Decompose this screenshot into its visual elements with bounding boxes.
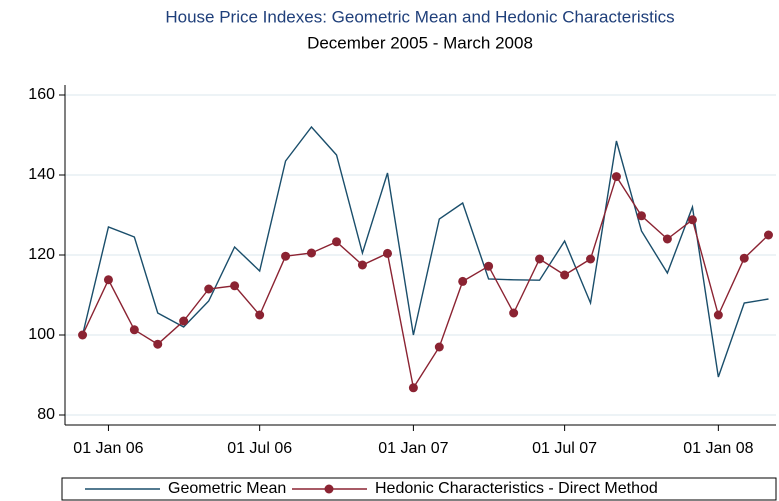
y-tick-label: 100 bbox=[28, 326, 55, 343]
series-marker bbox=[153, 339, 163, 349]
series-marker bbox=[281, 251, 291, 261]
x-tick-label: 01 Jan 08 bbox=[683, 440, 753, 457]
series-marker bbox=[382, 248, 392, 258]
series-marker bbox=[763, 230, 773, 240]
legend-label: Geometric Mean bbox=[168, 480, 286, 497]
x-tick-label: 01 Jan 07 bbox=[378, 440, 448, 457]
series-marker bbox=[332, 237, 342, 247]
legend-label: Hedonic Characteristics - Direct Method bbox=[375, 480, 658, 497]
y-tick-label: 140 bbox=[28, 166, 55, 183]
x-tick-label: 01 Jan 06 bbox=[73, 440, 143, 457]
series-marker bbox=[662, 234, 672, 244]
series-marker bbox=[509, 308, 519, 318]
series-marker bbox=[255, 310, 265, 320]
series-marker bbox=[408, 383, 418, 393]
series-marker bbox=[179, 316, 189, 326]
series-marker bbox=[78, 330, 88, 340]
series-marker bbox=[713, 310, 723, 320]
x-tick-label: 01 Jul 07 bbox=[532, 440, 597, 457]
series-marker bbox=[586, 254, 596, 264]
y-tick-label: 160 bbox=[28, 86, 55, 103]
y-tick-label: 80 bbox=[37, 406, 55, 423]
legend-box bbox=[61, 477, 777, 501]
series-marker bbox=[306, 248, 316, 258]
series-marker bbox=[230, 281, 240, 291]
series-marker bbox=[103, 275, 113, 285]
series-marker bbox=[458, 276, 468, 286]
series-marker bbox=[636, 211, 646, 221]
y-tick-label: 120 bbox=[28, 246, 55, 263]
series-marker bbox=[535, 254, 545, 264]
legend-marker bbox=[324, 484, 334, 494]
series-marker bbox=[611, 172, 621, 182]
series-line bbox=[81, 125, 769, 378]
series-marker bbox=[687, 215, 697, 225]
series-marker bbox=[204, 284, 214, 294]
series-marker bbox=[739, 253, 749, 263]
series-marker bbox=[560, 270, 570, 280]
series-marker bbox=[434, 342, 444, 352]
x-tick-label: 01 Jul 06 bbox=[227, 440, 292, 457]
chart-subtitle: December 2005 - March 2008 bbox=[307, 33, 533, 52]
series-marker bbox=[484, 261, 494, 271]
series-line bbox=[81, 174, 769, 390]
series-marker bbox=[357, 260, 367, 270]
chart-title: House Price Indexes: Geometric Mean and … bbox=[165, 7, 674, 26]
series-marker bbox=[129, 325, 139, 335]
